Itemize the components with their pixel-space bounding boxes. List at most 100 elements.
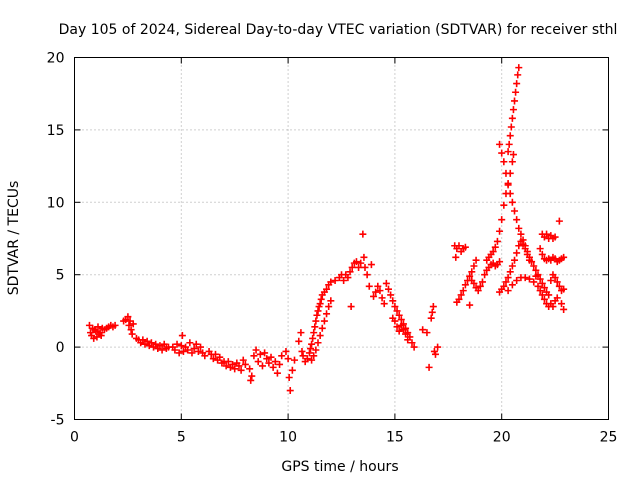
data-point	[160, 340, 168, 348]
data-point	[380, 300, 388, 308]
data-point	[555, 217, 563, 225]
data-point	[127, 326, 135, 334]
data-point	[254, 358, 262, 366]
data-point	[515, 224, 523, 232]
data-point	[235, 362, 243, 370]
data-point	[258, 362, 266, 370]
data-point	[309, 334, 317, 342]
data-point	[367, 261, 375, 269]
data-point	[506, 190, 514, 198]
data-point	[194, 347, 202, 355]
data-point	[320, 317, 328, 325]
data-point	[419, 326, 427, 334]
x-tick-labels: 0 5 10 15 20 25	[70, 430, 617, 446]
x-axis-label: GPS time / hours	[281, 459, 398, 475]
data-point	[402, 330, 410, 338]
data-point	[177, 342, 185, 350]
x-tick-label: 25	[600, 430, 618, 446]
x-tick-label: 0	[70, 430, 79, 446]
data-point	[536, 245, 544, 253]
data-point	[513, 80, 521, 88]
y-tick-label: 0	[56, 340, 65, 356]
data-point	[355, 263, 363, 271]
data-point	[222, 362, 230, 370]
data-point	[378, 294, 386, 302]
data-point	[540, 284, 548, 292]
data-point	[515, 64, 523, 72]
data-point	[384, 285, 392, 293]
data-point	[508, 114, 516, 122]
data-point	[201, 352, 209, 360]
data-point	[313, 311, 321, 319]
data-point	[175, 349, 183, 357]
data-point	[285, 374, 293, 382]
data-point	[250, 352, 258, 360]
data-point	[271, 358, 279, 366]
data-point	[340, 276, 348, 284]
data-point	[263, 355, 271, 363]
data-point	[308, 356, 316, 364]
data-point	[267, 353, 275, 361]
data-point	[124, 313, 132, 321]
data-point	[312, 346, 320, 354]
data-point	[252, 346, 260, 354]
data-point	[310, 329, 318, 337]
data-point	[536, 287, 544, 295]
data-point	[97, 332, 105, 340]
data-point	[478, 278, 486, 286]
data-point	[382, 279, 390, 287]
data-point	[111, 321, 119, 329]
data-point	[523, 250, 531, 258]
data-point	[125, 321, 133, 329]
data-point	[517, 230, 525, 238]
data-point	[397, 321, 405, 329]
data-point	[525, 275, 533, 283]
data-point	[466, 301, 474, 309]
data-point	[534, 271, 542, 279]
data-point	[500, 282, 508, 290]
data-point	[282, 347, 290, 355]
data-point	[496, 227, 504, 235]
data-point	[427, 314, 435, 322]
data-point	[357, 259, 365, 267]
data-point	[496, 140, 504, 148]
data-point	[256, 350, 264, 358]
plot-frame	[74, 57, 609, 420]
data-point	[147, 339, 155, 347]
data-point	[538, 291, 546, 299]
data-point	[512, 88, 520, 96]
data-point	[179, 347, 187, 355]
data-point	[493, 237, 501, 245]
data-point	[428, 308, 436, 316]
data-point	[543, 230, 551, 238]
data-point	[323, 285, 331, 293]
data-point	[360, 253, 368, 261]
data-point	[325, 303, 333, 311]
data-point	[530, 278, 538, 286]
y-axis-label: SDTVAR / TECUs	[6, 181, 22, 296]
chart-title: Day 105 of 2024, Sidereal Day-to-day VTE…	[59, 22, 618, 38]
data-point	[508, 158, 516, 166]
data-point	[545, 291, 553, 299]
data-point	[468, 268, 476, 276]
data-point	[387, 291, 395, 299]
data-point	[389, 297, 397, 305]
y-tick-labels: -5 0 5 10 15 20	[47, 51, 65, 429]
data-point	[316, 332, 324, 340]
data-point	[224, 358, 232, 366]
data-point	[276, 360, 284, 368]
data-point	[241, 360, 249, 368]
data-point	[318, 324, 326, 332]
data-point	[291, 356, 299, 364]
data-point	[560, 253, 568, 261]
data-point	[540, 295, 548, 303]
data-point	[327, 278, 335, 286]
data-point	[192, 340, 200, 348]
data-point	[246, 365, 254, 373]
data-point	[286, 387, 294, 395]
data-point	[393, 323, 401, 331]
data-point	[303, 355, 311, 363]
data-point	[534, 282, 542, 290]
data-point	[305, 349, 313, 357]
data-point	[506, 268, 514, 276]
